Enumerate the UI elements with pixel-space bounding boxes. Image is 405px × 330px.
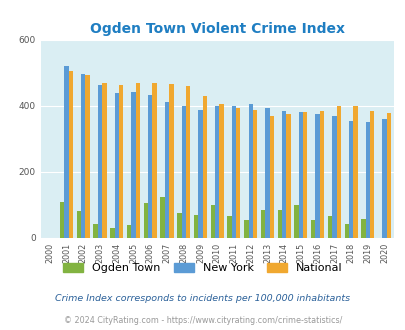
Bar [93, 224, 98, 238]
Bar [143, 203, 148, 238]
Bar [264, 108, 269, 238]
Bar [248, 104, 252, 238]
Bar [348, 121, 352, 238]
Bar [68, 71, 73, 238]
Bar [81, 74, 85, 238]
Bar [169, 84, 173, 238]
Title: Ogden Town Violent Crime Index: Ogden Town Violent Crime Index [90, 22, 344, 36]
Text: Crime Index corresponds to incidents per 100,000 inhabitants: Crime Index corresponds to incidents per… [55, 294, 350, 303]
Bar [315, 114, 319, 238]
Bar [382, 119, 386, 238]
Bar [319, 111, 323, 238]
Bar [360, 219, 365, 238]
Bar [198, 110, 202, 238]
Bar [160, 197, 164, 238]
Bar [98, 85, 102, 238]
Bar [185, 86, 190, 238]
Bar [119, 85, 123, 238]
Bar [336, 106, 340, 238]
Bar [114, 93, 119, 238]
Bar [202, 96, 207, 238]
Bar [177, 213, 181, 238]
Bar [135, 83, 140, 238]
Bar [281, 111, 286, 238]
Bar [252, 110, 257, 238]
Bar [227, 216, 231, 238]
Bar [164, 102, 169, 238]
Bar [243, 220, 248, 238]
Bar [194, 214, 198, 238]
Bar [303, 112, 307, 238]
Bar [327, 216, 331, 238]
Bar [77, 211, 81, 238]
Bar [210, 205, 215, 238]
Bar [127, 225, 131, 238]
Bar [365, 122, 369, 238]
Bar [331, 115, 336, 238]
Bar [369, 111, 373, 238]
Bar [277, 210, 281, 238]
Bar [344, 224, 348, 238]
Text: © 2024 CityRating.com - https://www.cityrating.com/crime-statistics/: © 2024 CityRating.com - https://www.city… [64, 316, 341, 325]
Bar [110, 228, 114, 238]
Bar [298, 112, 303, 238]
Bar [231, 106, 236, 238]
Bar [286, 114, 290, 238]
Bar [152, 83, 156, 238]
Bar [60, 202, 64, 238]
Bar [269, 116, 273, 238]
Bar [181, 106, 185, 238]
Bar [260, 210, 264, 238]
Bar [148, 95, 152, 238]
Bar [294, 205, 298, 238]
Bar [85, 75, 90, 238]
Bar [352, 106, 357, 238]
Bar [310, 220, 315, 238]
Bar [236, 108, 240, 238]
Bar [102, 82, 106, 238]
Bar [219, 104, 223, 238]
Bar [131, 92, 135, 238]
Bar [64, 66, 68, 238]
Bar [215, 106, 219, 238]
Legend: Ogden Town, New York, National: Ogden Town, New York, National [63, 263, 342, 273]
Bar [386, 113, 390, 238]
